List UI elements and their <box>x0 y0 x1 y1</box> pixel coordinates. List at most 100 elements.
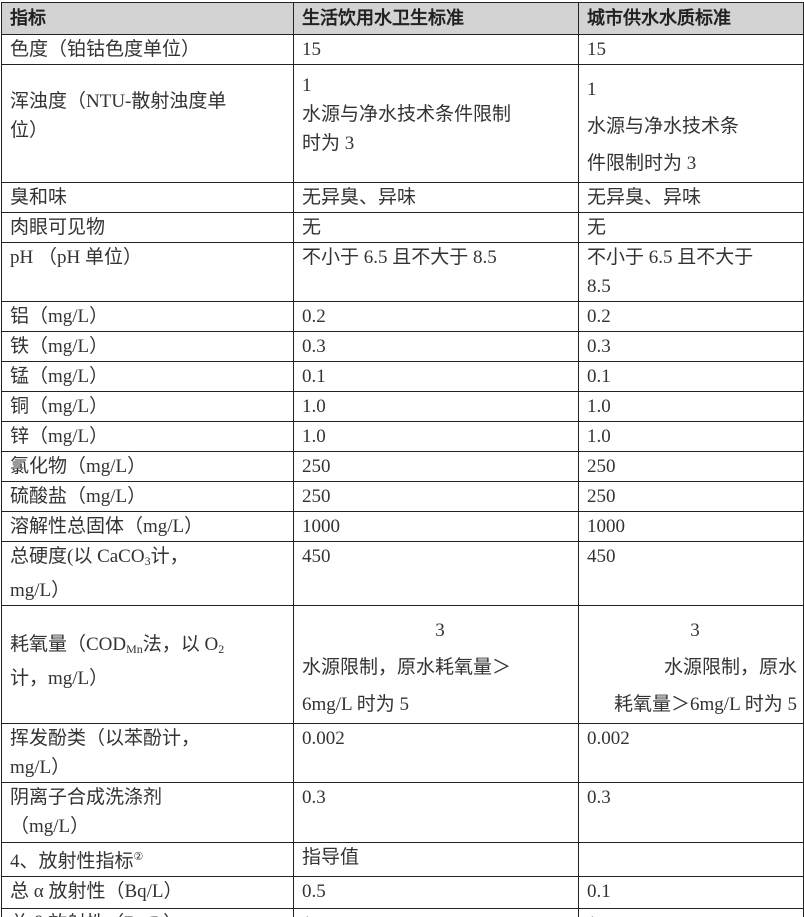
cell-line: 250 <box>302 486 331 507</box>
cell-line: 阴离子合成洗涤剂 <box>10 787 163 808</box>
table-row: 浑浊度（NTU-散射浊度单 位） 1 水源与净水技术条件限制 时为 3 1 水源与净水技术条… <box>1 64 804 183</box>
indicator-cell: pH （pH 单位） <box>1 242 294 302</box>
drinking-standard-cell: 0.2 <box>293 301 579 332</box>
drinking-standard-cell: 无 <box>293 212 579 243</box>
drinking-standard-cell: 1 <box>293 908 579 917</box>
cell-line: 总 α 放射性（Bq/L） <box>10 881 183 902</box>
urban-standard-cell: 450 <box>578 541 804 606</box>
cell-line: 3 <box>435 620 445 641</box>
urban-standard-cell: 0.1 <box>578 876 804 909</box>
cell-line: 250 <box>302 456 331 477</box>
cell-line: 0.3 <box>302 336 326 357</box>
cell-line: 水源与净水技术条件限制 <box>302 104 512 125</box>
urban-standard-cell: 1000 <box>578 511 804 542</box>
table-row: 氯化物（mg/L） 250 250 <box>1 451 804 482</box>
subscript: 3 <box>144 554 151 568</box>
table-row: 总硬度(以 CaCO3计， mg/L） 450 450 <box>1 541 804 606</box>
table-header-row: 指标 生活饮用水卫生标准 城市供水水质标准 <box>1 2 804 35</box>
cell-line: 0.002 <box>587 728 630 749</box>
cell-line: 不小于 6.5 且不大于 <box>587 247 754 268</box>
cell-line: mg/L） <box>10 580 71 601</box>
urban-standard-cell: 1 水源与净水技术条 件限制时为 3 <box>578 64 804 183</box>
cell-line: 8.5 <box>587 276 611 297</box>
drinking-standard-cell: 0.002 <box>293 723 579 783</box>
cell-line: 肉眼可见物 <box>10 217 106 238</box>
cell-line: 15 <box>302 39 321 60</box>
drinking-standard-cell: 1.0 <box>293 391 579 422</box>
cell-line: 1.0 <box>587 396 611 417</box>
table-row: 铝（mg/L） 0.2 0.2 <box>1 301 804 332</box>
urban-standard-cell: 1.0 <box>578 391 804 422</box>
indicator-cell: 总 β 放射性（Bq/L） <box>1 908 294 917</box>
cell-line: pH （pH 单位） <box>10 247 142 268</box>
table-row: 总 β 放射性（Bq/L） 1 1 <box>1 908 804 917</box>
text-segment: 法，以 O <box>142 634 219 655</box>
subscript: 2 <box>218 642 225 656</box>
text-segment: 计， <box>150 546 189 567</box>
cell-line: 1000 <box>302 516 340 537</box>
cell-line: 时为 3 <box>302 133 355 154</box>
cell-line: 位） <box>10 120 49 141</box>
cell-line: 水源与净水技术条 <box>587 116 740 137</box>
cell-line: 0.1 <box>587 881 611 902</box>
text-segment: 4、放射性指标 <box>10 851 134 872</box>
cell-line: 0.3 <box>302 787 326 808</box>
cell-line: 1 <box>302 75 312 96</box>
urban-standard-cell: 15 <box>578 34 804 65</box>
table-row: 铁（mg/L） 0.3 0.3 <box>1 331 804 362</box>
cell-line: 1 <box>302 909 578 917</box>
urban-standard-cell: 1.0 <box>578 421 804 452</box>
cell-line: 450 <box>302 546 331 567</box>
cell-line: 锰（mg/L） <box>10 366 109 387</box>
indicator-cell: 锰（mg/L） <box>1 361 294 392</box>
cell-line: 水源限制，原水耗氧量＞ <box>302 657 512 678</box>
urban-standard-cell: 0.3 <box>578 331 804 362</box>
urban-standard-cell: 0.3 <box>578 782 804 843</box>
cell-line: 0.5 <box>302 881 326 902</box>
drinking-standard-cell: 不小于 6.5 且不大于 8.5 <box>293 242 579 302</box>
cell-line: 1000 <box>587 516 625 537</box>
indicator-cell: 色度（铂钴色度单位） <box>1 34 294 65</box>
indicator-cell: 铁（mg/L） <box>1 331 294 362</box>
drinking-standard-cell: 0.1 <box>293 361 579 392</box>
cell-line: 0.2 <box>587 306 611 327</box>
cell-line: 总硬度(以 CaCO3计， <box>10 542 293 576</box>
table-row: 肉眼可见物 无 无 <box>1 212 804 243</box>
cell-line: 0.1 <box>302 366 326 387</box>
indicator-cell: 总 α 放射性（Bq/L） <box>1 876 294 909</box>
drinking-standard-cell: 0.5 <box>293 876 579 909</box>
cell-line: 耗氧量＞6mg/L 时为 5 <box>614 694 797 715</box>
superscript: ② <box>133 851 144 863</box>
cell-line: 0.1 <box>587 366 611 387</box>
cell-line: 色度（铂钴色度单位） <box>10 39 201 60</box>
cell-line: 1.0 <box>302 396 326 417</box>
indicator-cell: 耗氧量（CODMn法，以 O2 计，mg/L） <box>1 605 294 724</box>
cell-line: mg/L） <box>10 757 71 778</box>
drinking-standard-cell: 250 <box>293 481 579 512</box>
indicator-cell: 挥发酚类（以苯酚计， mg/L） <box>1 723 294 783</box>
text-segment: 耗氧量（COD <box>10 634 127 655</box>
cell-line: 无 <box>587 217 607 238</box>
cell-line: 不小于 6.5 且不大于 8.5 <box>302 247 497 268</box>
cell-line: 450 <box>587 546 616 567</box>
drinking-standard-cell: 15 <box>293 34 579 65</box>
table-row: 臭和味 无异臭、异味 无异臭、异味 <box>1 182 804 213</box>
indicator-cell: 锌（mg/L） <box>1 421 294 452</box>
table-row: 锰（mg/L） 0.1 0.1 <box>1 361 804 392</box>
cell-line: 4、放射性指标② <box>10 843 293 876</box>
cell-line: 0.3 <box>587 787 611 808</box>
urban-standard-cell: 0.002 <box>578 723 804 783</box>
urban-standard-cell <box>578 842 804 877</box>
drinking-standard-cell: 指导值 <box>293 842 579 877</box>
cell-line: 1.0 <box>587 426 611 447</box>
cell-line: 铝（mg/L） <box>10 306 109 327</box>
table-row: 硫酸盐（mg/L） 250 250 <box>1 481 804 512</box>
drinking-standard-cell: 0.3 <box>293 331 579 362</box>
drinking-standard-cell: 1 水源与净水技术条件限制 时为 3 <box>293 64 579 183</box>
header-indicator: 指标 <box>1 2 294 35</box>
cell-line: 0.3 <box>587 336 611 357</box>
indicator-cell: 溶解性总固体（mg/L） <box>1 511 294 542</box>
urban-standard-cell: 无异臭、异味 <box>578 182 804 213</box>
